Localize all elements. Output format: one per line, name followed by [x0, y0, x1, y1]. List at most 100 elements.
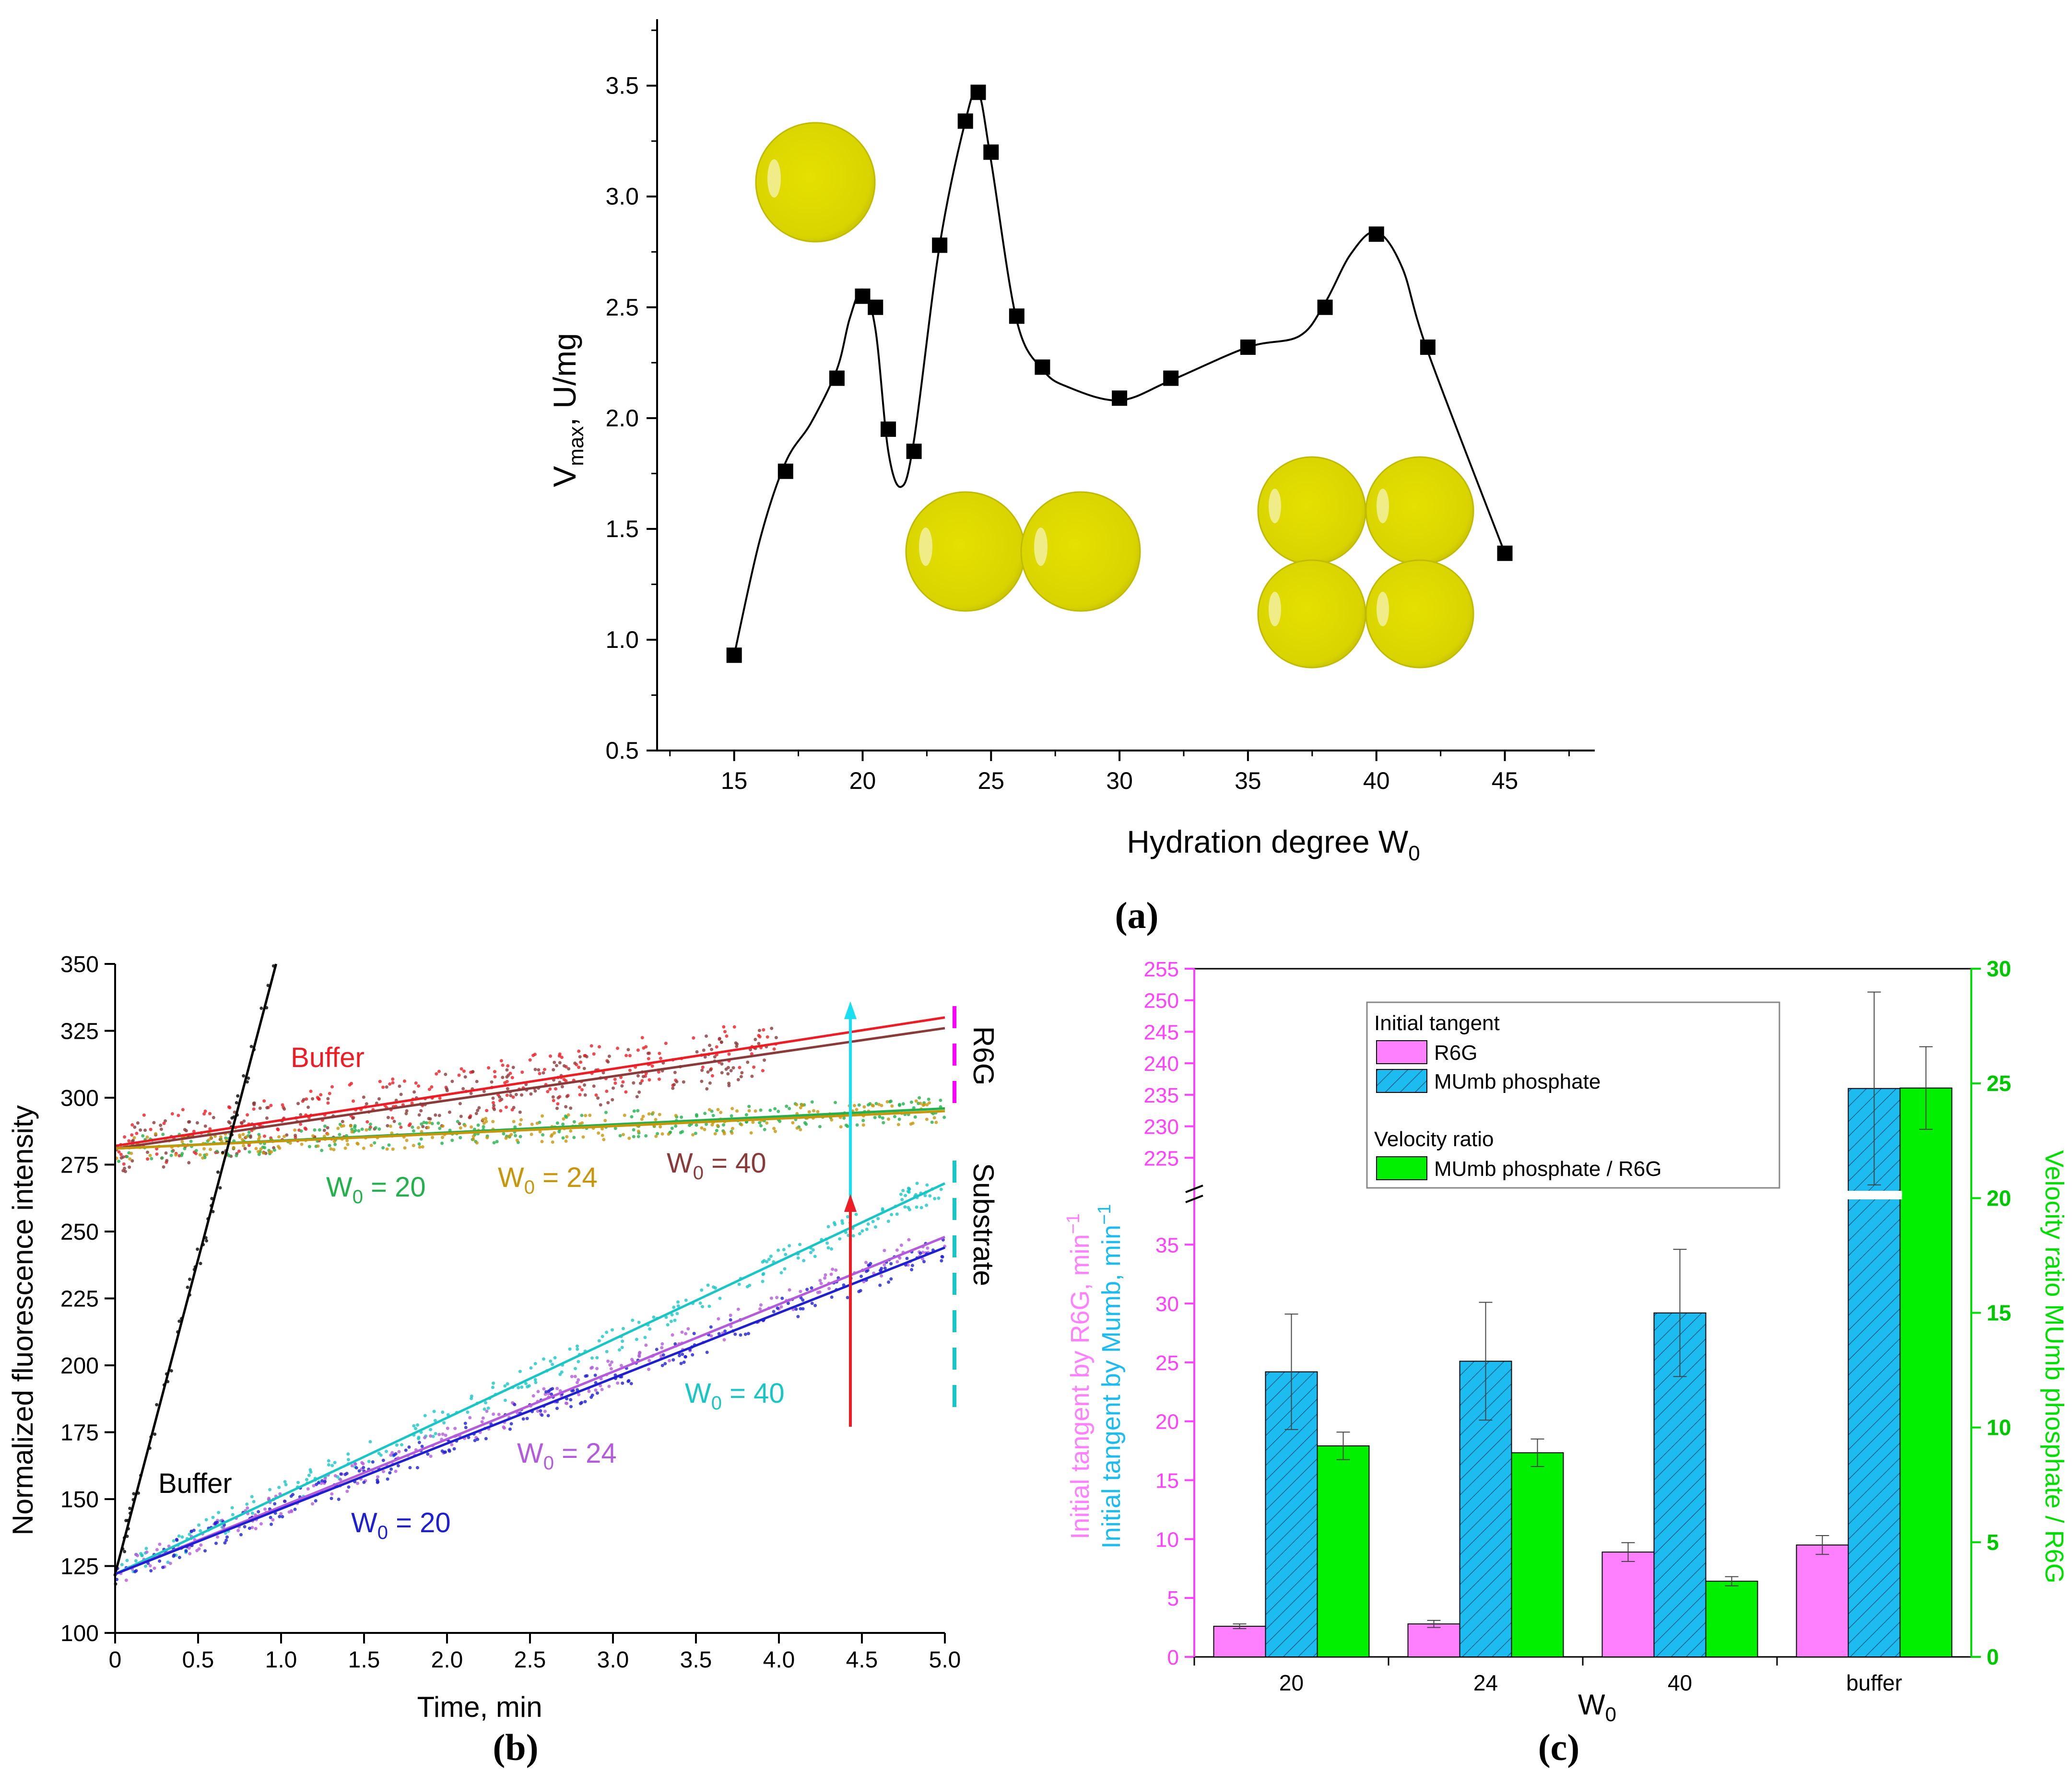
b-noise-point	[513, 1125, 517, 1129]
b-noise-point	[901, 1188, 905, 1192]
panel-b-chart: 0 0.5 1.0 1.5 2.0 2.5 3.0 3.5 4.0 4.5 5.0 100 125 150…	[7, 952, 1000, 1768]
b-noise-point	[782, 1248, 786, 1252]
b-x-tick-label: 2.0	[431, 1647, 463, 1673]
b-noise-point	[777, 1248, 780, 1252]
a-fit-curve	[733, 89, 1506, 656]
b-noise-point	[438, 1096, 442, 1100]
b-noise-point	[619, 1076, 623, 1080]
b-noise-point	[368, 1127, 372, 1131]
b-noise-point	[541, 1133, 545, 1137]
b-noise-point	[429, 1428, 433, 1432]
b-noise-point	[224, 1136, 228, 1140]
b-noise-point	[907, 1187, 911, 1191]
b-noise-point	[923, 1194, 927, 1197]
b-noise-point	[155, 1147, 159, 1150]
b-noise-point	[554, 1064, 558, 1068]
b-noise-point	[395, 1443, 399, 1447]
b-noise-point	[326, 1126, 330, 1130]
b-noise-point	[918, 1096, 921, 1100]
b-noise-point	[419, 1137, 423, 1141]
b-noise-point	[560, 1085, 564, 1089]
b-noise-point	[779, 1271, 783, 1275]
b-noise-point	[259, 1522, 263, 1526]
b-noise-point	[464, 1426, 468, 1430]
b-noise-point	[761, 1069, 765, 1073]
b-noise-point	[910, 1268, 914, 1272]
b-noise-point	[333, 1142, 337, 1146]
b-noise-point	[172, 1539, 176, 1543]
b-noise-point	[621, 1133, 625, 1137]
b-noise-point	[905, 1256, 909, 1260]
b-noise-point	[587, 1389, 591, 1393]
b-noise-point	[632, 1081, 636, 1085]
b-noise-point	[664, 1042, 668, 1045]
b-noise-point	[283, 1135, 286, 1138]
b-noise-point	[123, 1170, 127, 1174]
b-noise-point	[313, 1128, 317, 1132]
panel-b-fit-lines	[114, 963, 946, 1575]
b-noise-point	[657, 1070, 660, 1074]
b-noise-point	[397, 1450, 401, 1454]
b-noise-point	[727, 1081, 731, 1085]
b-noise-point	[827, 1287, 831, 1291]
b-noise-point	[407, 1124, 411, 1127]
b-noise-point	[745, 1285, 749, 1289]
label-buffer-substrate: Buffer	[158, 1468, 232, 1499]
b-noise-point	[717, 1332, 721, 1336]
b-noise-point	[386, 1477, 389, 1481]
b-noise-point	[411, 1125, 414, 1129]
b-noise-point	[773, 1129, 777, 1133]
b-noise-point	[900, 1197, 904, 1201]
b-noise-point	[572, 1120, 576, 1124]
b-noise-point	[319, 1481, 323, 1485]
b-noise-point	[914, 1099, 918, 1103]
b-noise-point	[859, 1274, 863, 1278]
b-noise-point	[263, 1507, 267, 1511]
b-noise-point	[475, 1141, 479, 1145]
b-noise-point	[701, 1065, 705, 1069]
b-noise-point	[558, 1373, 562, 1376]
b-noise-point	[119, 1152, 123, 1156]
b-noise-point	[155, 1548, 159, 1551]
b-noise-point	[511, 1095, 515, 1099]
panel-a-axes: 15 20 25 30 35 40 45 0.5 1.0 1.5 2.0 2.5 3.0 3.5	[605, 19, 1595, 794]
b-noise-point	[726, 1066, 730, 1069]
b-noise-point	[846, 1215, 850, 1219]
b-noise-point	[457, 1073, 461, 1077]
legend-box	[1366, 1001, 1780, 1189]
b-noise-point	[667, 1132, 671, 1136]
b-noise-point	[224, 1531, 227, 1535]
b-noise-point	[632, 1109, 636, 1113]
b-noise-point	[309, 1090, 313, 1093]
b-noise-point	[139, 1128, 142, 1132]
b-noise-point	[203, 1549, 207, 1553]
b-noise-point	[536, 1409, 540, 1413]
b-noise-point	[390, 1116, 394, 1120]
b-noise-point	[144, 1547, 148, 1550]
b-noise-point	[195, 1549, 199, 1552]
b-noise-point	[470, 1394, 473, 1398]
b-noise-point	[128, 1165, 131, 1169]
b-noise-point	[350, 1127, 354, 1131]
b-noise-point	[345, 1138, 349, 1142]
b-noise-point	[722, 1025, 726, 1029]
b-noise-point	[898, 1256, 902, 1260]
b-noise-point	[533, 1068, 537, 1071]
b-noise-point	[208, 1112, 212, 1115]
b-noise-point	[141, 1134, 145, 1138]
b-noise-point	[583, 1083, 587, 1087]
b-noise-point	[194, 1149, 198, 1152]
b-noise-point	[124, 1578, 128, 1582]
b-noise-point	[592, 1084, 596, 1088]
b-noise-point	[432, 1409, 436, 1413]
b-noise-point	[765, 1035, 769, 1039]
b-noise-point	[365, 1102, 368, 1106]
b-noise-point	[934, 1120, 938, 1124]
b-noise-point	[593, 1373, 597, 1377]
b-noise-point	[705, 1122, 708, 1126]
b-noise-point	[514, 1092, 518, 1096]
b-noise-point	[557, 1130, 561, 1134]
b-noise-point	[271, 1518, 275, 1522]
b-noise-point	[584, 1374, 588, 1378]
b-noise-point	[727, 1052, 731, 1056]
